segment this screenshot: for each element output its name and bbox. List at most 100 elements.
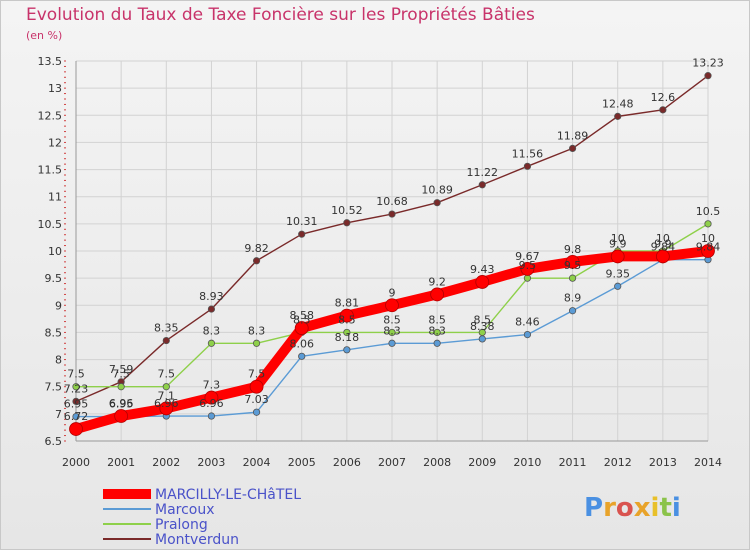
x-tick-label: 2005 <box>288 456 316 469</box>
data-point <box>565 254 580 269</box>
data-point <box>388 210 396 218</box>
data-label: 10 <box>656 232 670 245</box>
data-label: 12.48 <box>602 97 634 110</box>
x-tick-label: 2000 <box>62 456 90 469</box>
data-label: 9.35 <box>605 267 630 280</box>
data-point <box>298 230 306 238</box>
data-point <box>72 397 80 405</box>
logo-text: Proxiti <box>584 493 681 523</box>
data-label: 9.9 <box>609 237 627 250</box>
legend-label: Marcoux <box>155 502 215 518</box>
x-tick-label: 2001 <box>107 456 135 469</box>
legend-label: Pralong <box>155 517 208 533</box>
data-point <box>294 321 309 335</box>
x-tick-label: 2002 <box>152 456 180 469</box>
data-point <box>655 249 670 264</box>
data-point <box>207 305 216 313</box>
data-point <box>339 308 354 323</box>
data-point <box>343 346 351 354</box>
data-point <box>568 144 577 152</box>
data-label: 9.67 <box>515 250 540 263</box>
chart-title: Evolution du Taux de Taxe Foncière sur l… <box>26 5 535 25</box>
y-tick-label: 8 <box>55 354 62 367</box>
data-label: 10 <box>611 232 625 245</box>
data-point <box>614 112 622 120</box>
data-label: 8.93 <box>199 290 224 303</box>
data-point <box>475 275 490 289</box>
data-label: 6.96 <box>109 397 134 410</box>
y-tick-label: 6.5 <box>45 435 63 448</box>
y-tick-label: 11 <box>48 191 62 204</box>
y-tick-label: 7.5 <box>45 381 63 394</box>
y-tick-label: 9 <box>55 299 62 312</box>
data-label: 7.23 <box>64 382 89 395</box>
data-label: 8.58 <box>289 309 314 322</box>
data-label: 8.5 <box>293 313 311 326</box>
data-label: 12.6 <box>651 91 676 104</box>
data-label: 6.95 <box>109 398 134 411</box>
data-label: 8.3 <box>428 324 446 337</box>
data-label: 7.3 <box>203 379 221 392</box>
data-label: 10.5 <box>696 205 721 218</box>
data-point <box>704 72 712 80</box>
data-label: 13.23 <box>692 57 724 70</box>
y-tick-label: 13 <box>48 82 62 95</box>
data-label: 11.22 <box>467 166 499 179</box>
data-point <box>343 219 351 227</box>
data-label: 10.89 <box>421 184 453 197</box>
data-label: 9.82 <box>244 242 269 255</box>
data-point <box>385 298 399 313</box>
y-tick-label: 8.5 <box>45 326 63 339</box>
data-point <box>72 412 80 421</box>
data-point <box>249 379 264 394</box>
data-point <box>478 335 486 343</box>
data-point <box>207 412 216 420</box>
data-label: 7.59 <box>109 363 134 376</box>
proxiti-logo: Proxiti <box>584 493 681 523</box>
data-label: 8.3 <box>383 324 401 337</box>
data-label: 7.5 <box>112 368 130 381</box>
data-point <box>433 328 441 337</box>
y-tick-label: 11.5 <box>38 164 63 177</box>
data-label: 8.5 <box>338 313 356 326</box>
point-labels: 6.726.967.17.37.58.588.8199.29.439.679.8… <box>64 57 724 423</box>
y-tick-label: 9.5 <box>45 272 63 285</box>
data-point <box>701 244 715 258</box>
data-label: 7.5 <box>248 368 266 381</box>
data-point <box>69 422 83 436</box>
data-label: 8.5 <box>428 313 446 326</box>
x-tick-label: 2009 <box>468 456 496 469</box>
x-tick-label: 2011 <box>559 456 587 469</box>
series-lines <box>69 72 715 436</box>
data-label: 11.89 <box>557 129 589 142</box>
data-point <box>252 257 261 265</box>
data-point <box>298 352 306 360</box>
x-tick-label: 2010 <box>513 456 541 469</box>
data-label: 8.46 <box>515 316 540 329</box>
data-point <box>704 220 712 228</box>
data-label: 6.96 <box>154 397 179 410</box>
data-label: 9.84 <box>651 241 676 254</box>
data-point <box>523 274 532 282</box>
x-tick-label: 2004 <box>243 456 271 469</box>
x-tick-label: 2013 <box>649 456 677 469</box>
data-point <box>252 339 261 347</box>
y-tick-label: 12.5 <box>38 109 63 122</box>
chart-unit: (en %) <box>26 29 63 42</box>
data-point <box>159 401 174 416</box>
data-label: 6.96 <box>199 397 224 410</box>
data-point <box>204 390 219 405</box>
axes: 6.5 7 7.5 8 8.5 9 9.5 10 10.5 11 11.5 12 12.5 13 13.5 2… <box>38 55 723 469</box>
data-label: 8.06 <box>289 337 314 350</box>
data-point <box>388 339 396 347</box>
data-label: 9.84 <box>696 241 721 254</box>
data-label: 9.8 <box>564 243 582 256</box>
data-point <box>614 282 622 290</box>
y-tick-label: 10 <box>48 245 62 258</box>
data-label: 9 <box>389 286 396 299</box>
legend: MARCILLY-LE-CHâTELMarcouxPralongMontverd… <box>103 487 301 548</box>
x-tick-label: 2007 <box>378 456 406 469</box>
data-point <box>72 383 80 391</box>
